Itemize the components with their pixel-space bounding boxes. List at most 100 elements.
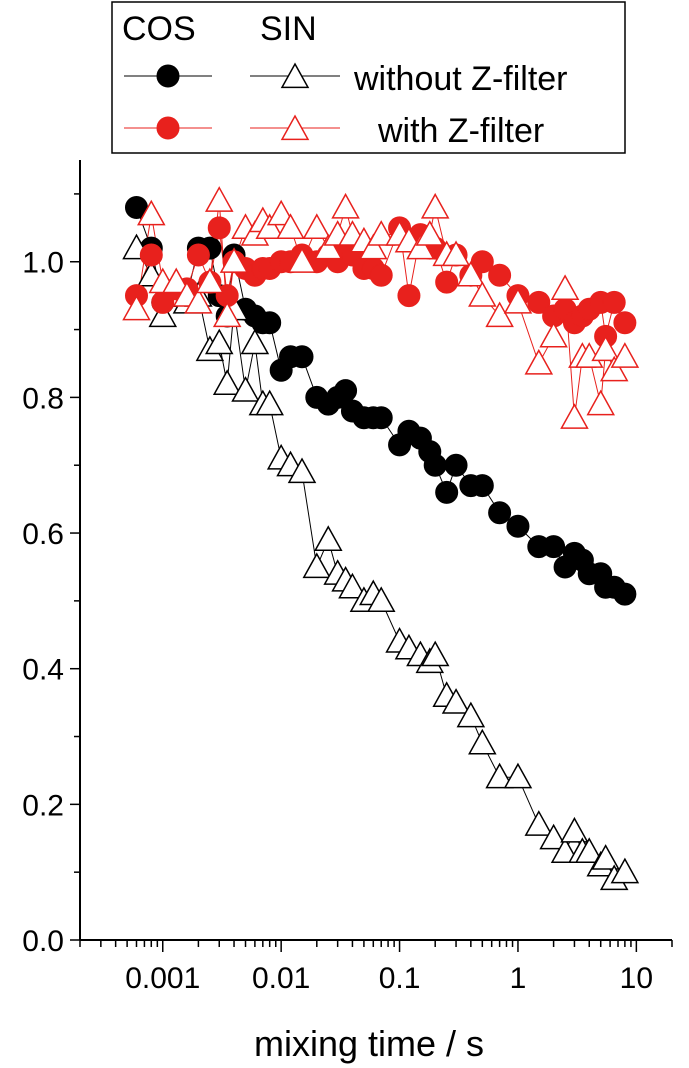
data-point (468, 281, 497, 307)
x-tick-label: 10 (620, 962, 653, 995)
legend-header-sin: SIN (260, 10, 317, 48)
data-point (488, 263, 512, 287)
data-point (258, 311, 282, 335)
data-point (406, 233, 435, 260)
axes: 0.0 0.2 0.4 0.6 0.8 1.0 0.001 0.01 0.1 1 10 (22, 160, 673, 995)
data-point (503, 287, 533, 314)
data-point (415, 220, 445, 246)
data-point (470, 474, 494, 498)
series-layer (122, 186, 640, 891)
data-point (602, 290, 626, 314)
data-point (560, 403, 589, 429)
data-point (366, 586, 396, 613)
data-point (302, 213, 332, 239)
legend-header-cos: COS (122, 10, 196, 48)
series-3-points (122, 186, 640, 429)
data-point (524, 810, 554, 836)
legend-label-with-z-filter: with Z-filter (377, 112, 544, 150)
data-point (204, 328, 234, 355)
y-tick-label: 0.2 (22, 789, 64, 822)
data-point (550, 837, 580, 863)
data-point (161, 267, 191, 294)
data-point (435, 270, 459, 294)
data-point (456, 701, 486, 728)
data-point (369, 406, 393, 430)
data-point (287, 457, 317, 484)
data-point (613, 582, 637, 606)
data-point (331, 192, 360, 219)
data-point (574, 837, 604, 863)
data-point (610, 342, 640, 368)
data-point (290, 345, 314, 369)
data-point (369, 263, 393, 287)
y-tick-label: 0.8 (22, 382, 64, 415)
data-point (539, 321, 568, 348)
data-point (468, 728, 497, 755)
y-tick-label: 1.0 (22, 247, 64, 280)
data-point (420, 640, 450, 667)
data-point (527, 290, 551, 314)
data-point (287, 247, 317, 273)
data-point (137, 199, 166, 226)
data-point (231, 376, 260, 402)
legend-label-without-z-filter: without Z-filter (353, 60, 568, 98)
data-point (503, 762, 533, 789)
data-point (338, 572, 367, 599)
data-point (148, 301, 178, 328)
data-point (485, 762, 514, 789)
data-point (506, 514, 530, 538)
data-point (255, 389, 284, 416)
data-point (550, 274, 580, 301)
data-point (302, 552, 332, 579)
legend-marker-sin (280, 62, 310, 89)
data-point (359, 233, 388, 260)
data-point (313, 233, 343, 260)
y-tick-label: 0.0 (22, 925, 64, 958)
y-tick-label: 0.6 (22, 518, 64, 551)
data-point (122, 294, 151, 321)
data-point (560, 816, 589, 843)
data-point (240, 328, 270, 355)
data-point (435, 480, 459, 504)
data-point (212, 301, 242, 328)
data-point (186, 243, 210, 267)
data-point (195, 267, 225, 294)
data-point (591, 844, 620, 870)
legend: COS SIN without Z-filter with Z-filter (111, 1, 626, 154)
data-point (207, 216, 231, 240)
data-point (591, 335, 620, 362)
data-point (586, 389, 615, 416)
data-point (456, 260, 486, 287)
data-point (423, 453, 447, 477)
data-point (542, 535, 566, 559)
data-point (441, 240, 471, 267)
data-point (444, 453, 468, 477)
x-tick-label: 0.001 (125, 962, 200, 995)
data-point (313, 525, 343, 551)
x-tick-label: 0.1 (379, 962, 421, 995)
data-point (334, 379, 358, 403)
data-point (255, 213, 284, 239)
data-point (276, 213, 305, 239)
legend-marker-cos (156, 64, 180, 88)
x-axis-title: mixing time / s (254, 1023, 484, 1064)
data-point (184, 287, 213, 314)
data-point (139, 243, 163, 267)
data-point (599, 355, 629, 382)
x-tick-label: 0.01 (252, 962, 310, 995)
data-point (420, 192, 450, 219)
data-point (204, 186, 234, 212)
data-point (441, 688, 471, 714)
data-point (219, 247, 249, 273)
y-tick-label: 0.4 (22, 654, 64, 687)
data-point (488, 501, 512, 525)
data-point (212, 369, 242, 395)
data-point (524, 348, 554, 375)
legend-marker-sin (280, 114, 310, 141)
data-point (485, 301, 514, 328)
x-tick-label: 1 (510, 962, 527, 995)
data-point (366, 220, 396, 246)
data-point (397, 284, 421, 308)
legend-marker-cos (156, 116, 180, 140)
